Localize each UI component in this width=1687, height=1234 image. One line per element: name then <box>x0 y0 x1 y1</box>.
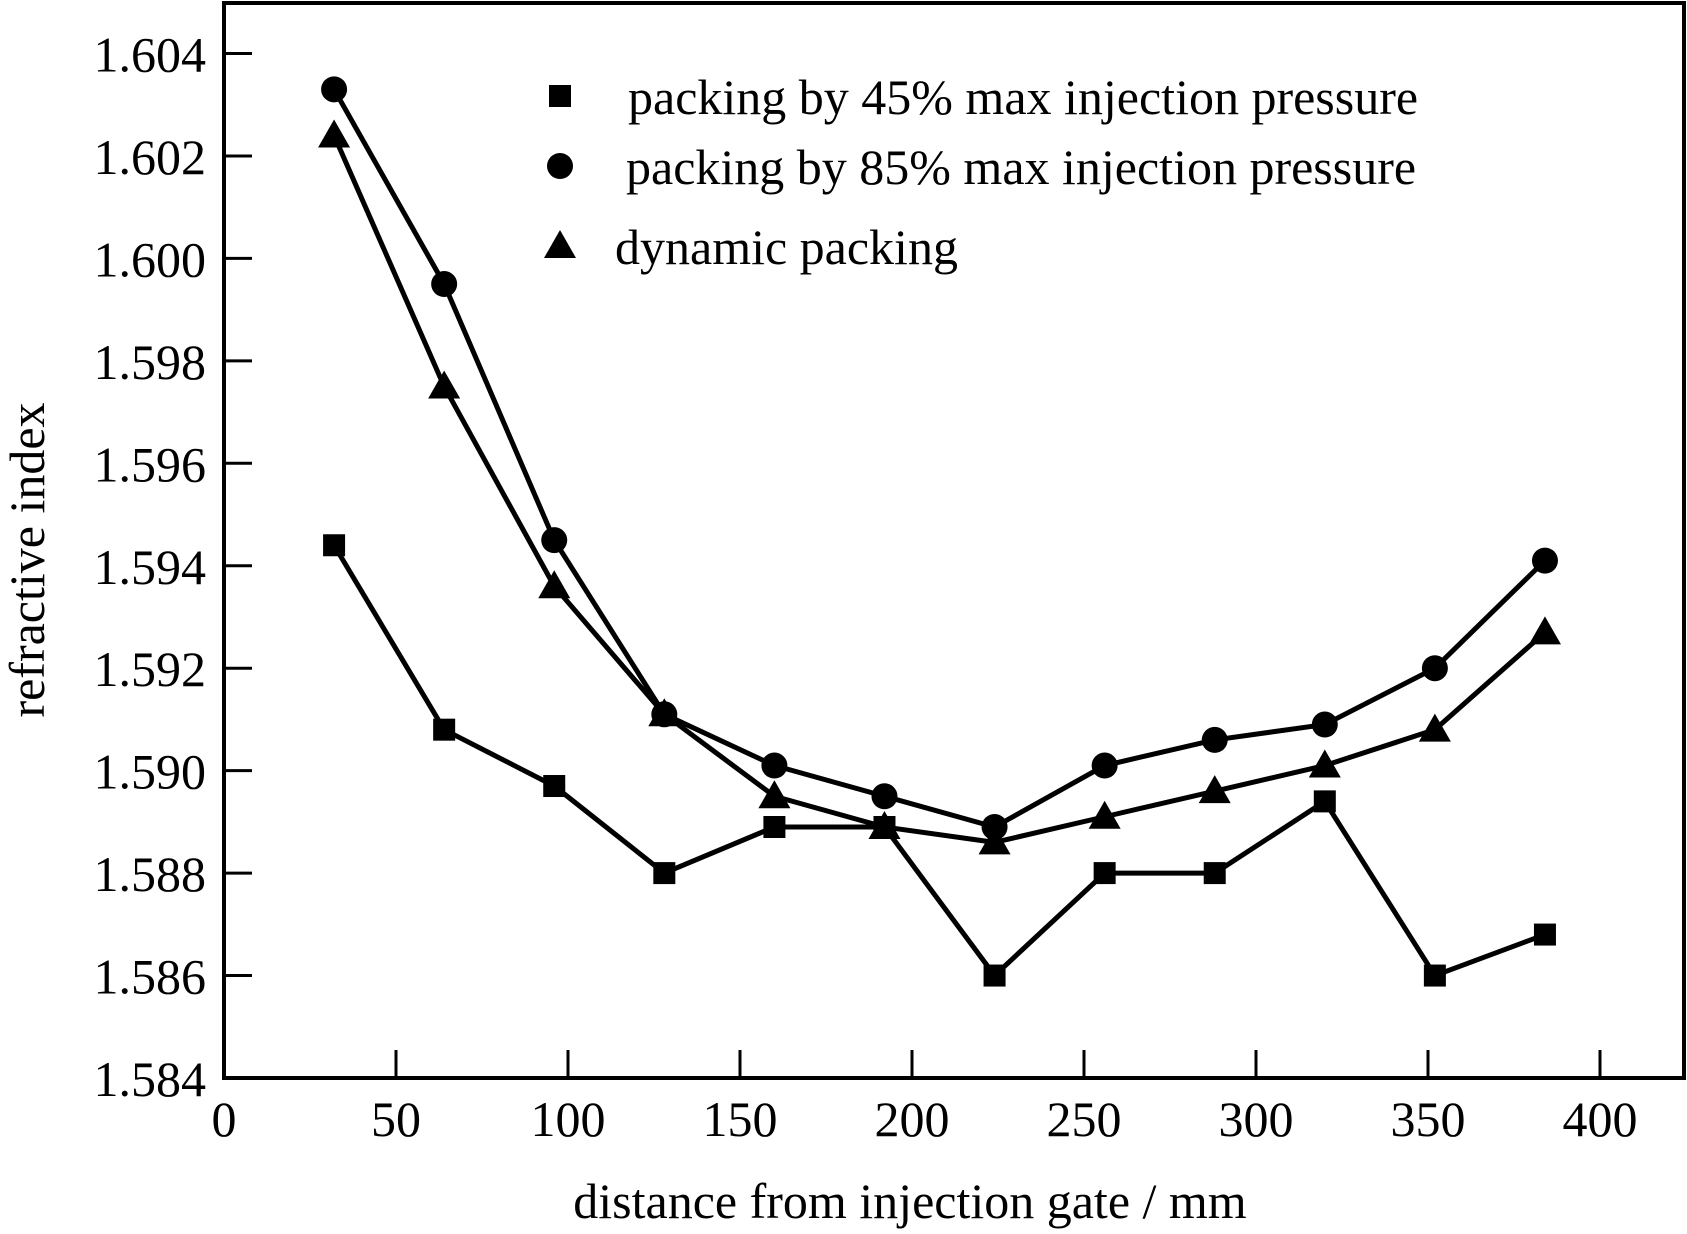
legend-label: packing by 85% max injection pressure <box>626 139 1416 195</box>
y-tick-label: 1.604 <box>94 27 207 83</box>
y-tick-label: 1.590 <box>94 744 207 800</box>
data-point-square <box>1313 790 1336 813</box>
data-point-square <box>323 534 346 557</box>
x-axis-title: distance from injection gate / mm <box>573 1173 1247 1229</box>
x-tick-label: 350 <box>1391 1091 1466 1147</box>
data-point-triangle <box>1088 800 1121 829</box>
data-point-triangle <box>1528 616 1561 645</box>
legend-item: packing by 85% max injection pressure <box>547 139 1416 195</box>
y-tick-label: 1.596 <box>94 436 207 492</box>
data-point-square <box>1533 923 1556 946</box>
legend-item: packing by 45% max injection pressure <box>549 69 1418 125</box>
y-tick-label: 1.592 <box>94 641 207 697</box>
data-point-triangle <box>648 698 681 727</box>
legend-label: dynamic packing <box>615 219 958 275</box>
x-tick-label: 400 <box>1563 1091 1638 1147</box>
x-tick-label: 100 <box>531 1091 606 1147</box>
data-point-square <box>543 775 566 798</box>
legend-label: packing by 45% max injection pressure <box>628 69 1418 125</box>
data-point-triangle <box>318 119 351 148</box>
x-tick-label: 300 <box>1219 1091 1294 1147</box>
x-tick-label: 0 <box>212 1091 237 1147</box>
y-axis-title: refractive index <box>0 402 55 717</box>
data-point-circle <box>871 783 898 810</box>
series-line <box>331 88 1547 830</box>
data-point-square <box>983 964 1006 987</box>
plot-frame <box>222 1 1686 1080</box>
data-point-circle <box>1311 711 1338 738</box>
data-point-triangle <box>538 570 571 599</box>
data-point-square <box>1093 862 1116 885</box>
series-square <box>323 534 1556 987</box>
data-point-triangle <box>1418 713 1451 742</box>
data-point-triangle <box>758 780 791 809</box>
data-point-circle <box>431 271 458 298</box>
x-tick-label: 200 <box>875 1091 950 1147</box>
legend-marker-circle <box>547 153 573 179</box>
x-tick-label: 250 <box>1047 1091 1122 1147</box>
y-tick-label: 1.588 <box>94 846 207 902</box>
legend: packing by 45% max injection pressure pac… <box>544 69 1418 275</box>
data-point-circle <box>1531 547 1558 574</box>
data-point-triangle <box>1308 749 1341 778</box>
x-tick-label: 150 <box>703 1091 778 1147</box>
data-point-circle <box>541 527 568 554</box>
data-point-circle <box>321 76 348 103</box>
y-tick-label: 1.598 <box>94 334 207 390</box>
data-point-square <box>433 718 456 741</box>
data-point-circle <box>761 752 788 779</box>
data-point-square <box>653 862 676 885</box>
series-triangle <box>318 119 1561 855</box>
legend-marker-square <box>549 85 571 107</box>
y-tick-label: 1.586 <box>94 949 207 1005</box>
x-axis: 0 50 100 150 200 250 300 350 400 <box>212 1050 1638 1147</box>
series-line <box>331 543 1546 979</box>
data-point-triangle <box>868 810 901 839</box>
data-point-triangle <box>1198 775 1231 804</box>
data-point-square <box>763 815 786 838</box>
y-tick-label: 1.600 <box>94 231 207 287</box>
data-point-triangle <box>428 370 461 399</box>
data-point-circle <box>1421 655 1448 682</box>
data-point-triangle <box>978 826 1011 855</box>
y-tick-label: 1.584 <box>94 1051 207 1107</box>
data-point-square <box>1203 862 1226 885</box>
x-tick-label: 50 <box>371 1091 421 1147</box>
y-tick-label: 1.594 <box>94 539 207 595</box>
series-layer <box>318 76 1561 987</box>
data-point-circle <box>1201 726 1228 753</box>
series-line <box>331 134 1547 845</box>
y-axis: 1.584 1.586 1.588 1.590 1.592 1.594 1.596 1.598… <box>94 27 252 1107</box>
legend-marker-triangle <box>544 230 576 258</box>
data-point-circle <box>1091 752 1118 779</box>
series-circle <box>321 76 1558 840</box>
data-point-square <box>1423 964 1446 987</box>
legend-item: dynamic packing <box>544 219 958 275</box>
y-tick-label: 1.602 <box>94 129 207 185</box>
